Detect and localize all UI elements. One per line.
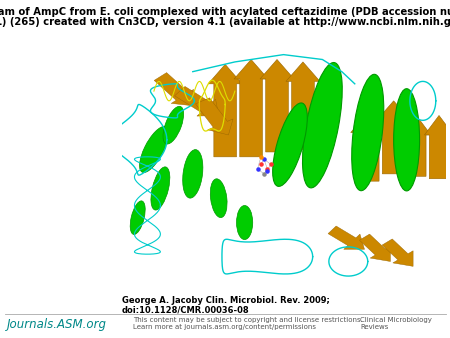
Ellipse shape <box>163 106 184 144</box>
FancyArrow shape <box>195 98 233 135</box>
FancyArrow shape <box>286 62 320 149</box>
FancyArrow shape <box>234 59 268 157</box>
Point <box>267 162 274 167</box>
FancyArrow shape <box>377 101 411 174</box>
FancyArrow shape <box>328 226 365 249</box>
Text: George A. Jacoby Clin. Microbiol. Rev. 2009;: George A. Jacoby Clin. Microbiol. Rev. 2… <box>122 296 329 305</box>
Ellipse shape <box>130 201 145 235</box>
FancyArrow shape <box>208 64 242 157</box>
Point <box>257 154 265 160</box>
Ellipse shape <box>183 150 203 198</box>
Ellipse shape <box>352 74 384 191</box>
Point <box>254 166 261 172</box>
Ellipse shape <box>394 89 419 191</box>
Point <box>257 162 265 167</box>
Text: Clinical Microbiology
Reviews: Clinical Microbiology Reviews <box>360 317 432 330</box>
Text: Journals.ASM.org: Journals.ASM.org <box>7 318 107 331</box>
Text: 1IEL) (265) created with Cn3CD, version 4.1 (available at http://www.ncbi.nlm.ni: 1IEL) (265) created with Cn3CD, version … <box>0 17 450 27</box>
Ellipse shape <box>140 126 168 172</box>
FancyArrow shape <box>382 239 413 266</box>
FancyArrow shape <box>351 113 385 181</box>
FancyArrow shape <box>424 116 450 179</box>
FancyArrow shape <box>402 116 431 176</box>
Point <box>264 166 271 172</box>
Ellipse shape <box>210 179 227 218</box>
Point <box>264 169 271 174</box>
FancyArrow shape <box>175 87 219 116</box>
Ellipse shape <box>237 206 253 240</box>
Text: doi:10.1128/CMR.00036-08: doi:10.1128/CMR.00036-08 <box>122 306 249 315</box>
FancyArrow shape <box>260 59 294 152</box>
Point <box>261 156 268 162</box>
FancyArrow shape <box>154 73 194 106</box>
Ellipse shape <box>151 167 170 210</box>
Ellipse shape <box>273 103 307 186</box>
Ellipse shape <box>302 63 342 188</box>
Text: Diagram of AmpC from E. coli complexed with acylated ceftazidime (PDB accession : Diagram of AmpC from E. coli complexed w… <box>0 7 450 17</box>
Text: This content may be subject to copyright and license restrictions.
Learn more at: This content may be subject to copyright… <box>133 317 363 330</box>
FancyArrow shape <box>360 234 391 262</box>
Point <box>261 171 268 176</box>
